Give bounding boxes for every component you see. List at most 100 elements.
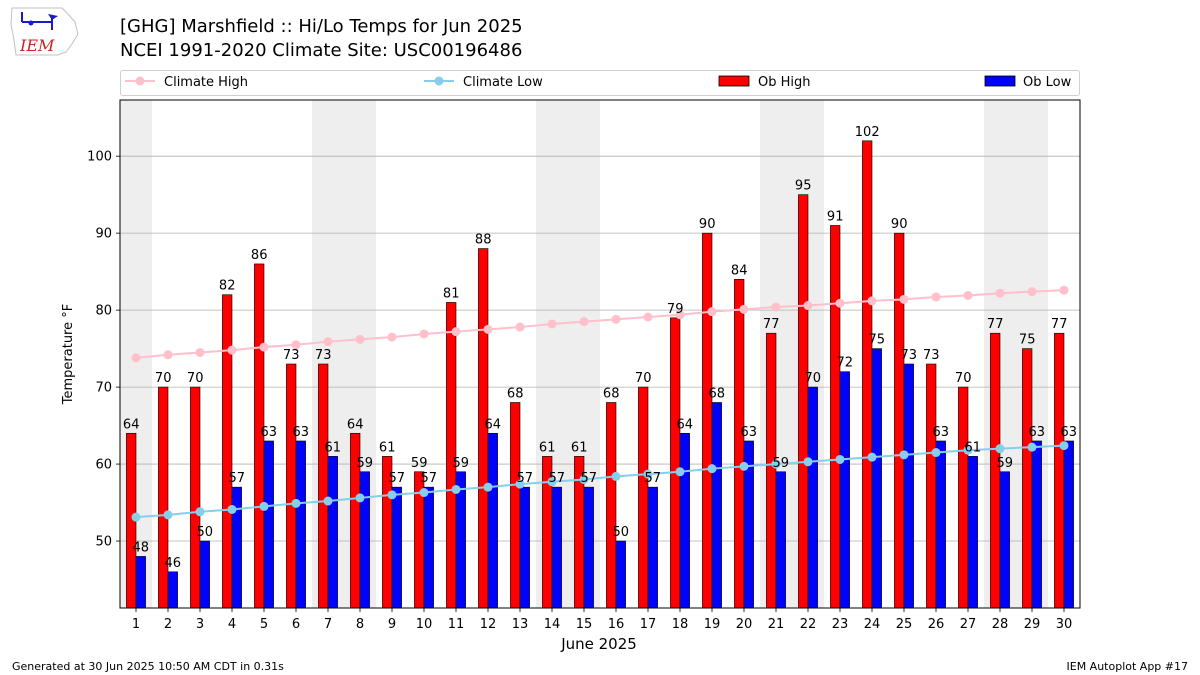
ob-high-bar xyxy=(862,140,873,609)
legend-ob-low: Ob Low xyxy=(984,75,1072,90)
climate-low-point xyxy=(931,448,941,458)
x-tick-label: 10 xyxy=(416,617,433,632)
ob-high-value-label: 95 xyxy=(795,179,812,194)
climate-high-point xyxy=(259,342,269,352)
legend-climate-high-label: Climate High xyxy=(164,75,248,90)
ob-high-value-label: 68 xyxy=(603,386,620,401)
climate-high-point xyxy=(1059,285,1069,295)
ob-high-value-label: 88 xyxy=(475,233,492,248)
ob-low-value-label: 63 xyxy=(1061,425,1078,440)
x-tick-label: 12 xyxy=(480,617,497,632)
climate-low-point xyxy=(259,501,269,511)
legend-ob-high-swatch xyxy=(718,75,750,87)
ob-low-bar xyxy=(551,486,562,609)
y-tick-label: 90 xyxy=(95,227,112,242)
ob-low-bar xyxy=(135,556,146,609)
legend: Climate High Climate Low Ob High Ob Low xyxy=(120,70,1080,96)
ob-low-bar xyxy=(359,471,370,609)
ob-low-value-label: 57 xyxy=(581,471,598,486)
climate-low-point xyxy=(643,469,653,479)
y-tick-label: 80 xyxy=(95,304,112,319)
legend-climate-low-marker xyxy=(434,76,444,86)
climate-high-point xyxy=(323,337,333,347)
ob-low-bar xyxy=(679,432,690,609)
x-tick-label: 2 xyxy=(164,617,172,632)
climate-low-point xyxy=(707,464,717,474)
ob-high-value-label: 59 xyxy=(411,456,428,471)
ob-high-bar xyxy=(702,232,713,609)
ob-low-value-label: 63 xyxy=(1029,425,1046,440)
ob-low-value-label: 57 xyxy=(229,471,246,486)
x-tick-label: 11 xyxy=(448,617,465,632)
x-tick-label: 29 xyxy=(1024,617,1041,632)
ob-high-value-label: 70 xyxy=(187,371,204,386)
x-tick-label: 27 xyxy=(960,617,977,632)
ob-low-value-label: 72 xyxy=(837,356,854,371)
ob-high-bar xyxy=(190,386,201,609)
ob-high-value-label: 70 xyxy=(155,371,172,386)
legend-ob-low-label: Ob Low xyxy=(1023,75,1072,90)
climate-low-point xyxy=(771,459,781,469)
x-tick-label: 23 xyxy=(832,617,849,632)
x-tick-label: 17 xyxy=(640,617,657,632)
ob-high-value-label: 91 xyxy=(827,209,844,224)
ob-low-value-label: 70 xyxy=(805,371,822,386)
climate-low-point xyxy=(803,457,813,467)
climate-low-point xyxy=(739,461,749,471)
y-tick-label: 70 xyxy=(95,381,112,396)
x-tick-label: 5 xyxy=(260,617,268,632)
ob-low-bar xyxy=(647,486,658,609)
x-tick-label: 26 xyxy=(928,617,945,632)
ob-low-bar xyxy=(1031,440,1042,609)
ob-low-bar xyxy=(487,432,498,609)
legend-ob-high-label: Ob High xyxy=(758,75,811,90)
ob-high-bar xyxy=(894,232,905,609)
x-tick-label: 16 xyxy=(608,617,625,632)
ob-low-value-label: 50 xyxy=(197,525,214,540)
iem-logo: IEM xyxy=(10,7,79,56)
plot-frame xyxy=(119,99,1081,609)
climate-high-point xyxy=(771,302,781,312)
ob-low-value-label: 48 xyxy=(133,540,150,555)
climate-high-point xyxy=(835,298,845,308)
ob-low-bar xyxy=(711,402,722,609)
ob-low-bar xyxy=(295,440,306,609)
x-axis-label: June 2025 xyxy=(560,635,637,653)
ob-high-value-label: 79 xyxy=(667,302,684,317)
x-tick-label: 28 xyxy=(992,617,1009,632)
climate-low-point xyxy=(547,477,557,487)
ob-high-value-label: 82 xyxy=(219,279,236,294)
climate-low-point xyxy=(483,482,493,492)
ob-high-value-label: 77 xyxy=(987,317,1004,332)
ob-low-bar xyxy=(615,540,626,609)
climate-high-point xyxy=(419,329,429,339)
x-tick-label: 6 xyxy=(292,617,300,632)
ob-low-bar xyxy=(871,348,882,609)
climate-high-point xyxy=(675,310,685,320)
climate-high-point xyxy=(195,347,205,357)
climate-high-point xyxy=(867,296,877,306)
ob-low-bar xyxy=(423,486,434,609)
ob-high-value-label: 86 xyxy=(251,248,268,263)
climate-high-point xyxy=(803,301,813,311)
ob-low-value-label: 57 xyxy=(549,471,566,486)
climate-low-point xyxy=(291,498,301,508)
ob-low-bar xyxy=(391,486,402,609)
ob-low-value-label: 57 xyxy=(389,471,406,486)
ob-high-bar xyxy=(286,363,297,609)
ob-low-bar xyxy=(967,456,978,609)
climate-high-point xyxy=(483,324,493,334)
plot-area: 5060708090100644870467050825786637363736… xyxy=(87,99,1081,632)
climate-low-point xyxy=(355,493,365,503)
x-tick-label: 19 xyxy=(704,617,721,632)
climate-high-point xyxy=(163,350,173,360)
climate-high-point xyxy=(995,288,1005,298)
ob-high-bar xyxy=(926,363,937,609)
climate-high-point xyxy=(579,317,589,327)
ob-high-value-label: 64 xyxy=(347,417,364,432)
ob-low-value-label: 46 xyxy=(165,556,182,571)
ob-low-bar xyxy=(583,486,594,609)
legend-ob-high: Ob High xyxy=(718,75,811,90)
climate-low-point xyxy=(899,450,909,460)
ob-low-value-label: 63 xyxy=(933,425,950,440)
